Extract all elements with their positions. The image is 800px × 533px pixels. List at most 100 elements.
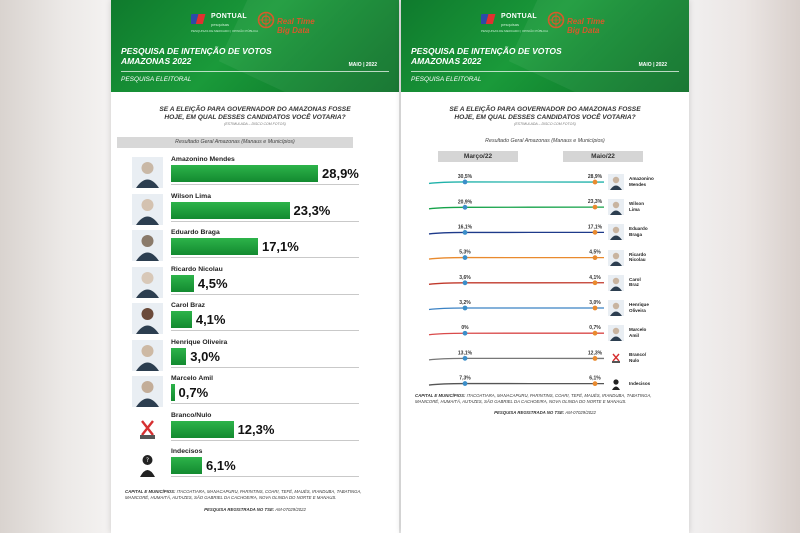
partner-logo-icon (257, 11, 275, 29)
candidate-photo (608, 224, 624, 241)
series-point (462, 381, 468, 386)
header-banner: PONTUAL pesquisas PESQUISAS DE MERCADO |… (401, 0, 689, 92)
candidate-photo (608, 300, 624, 316)
series-point (462, 305, 468, 311)
series-name-label: Carol Braz (629, 276, 641, 288)
series-point (592, 330, 598, 336)
row-divider (171, 366, 359, 368)
series-name-label: Wilson Lima (629, 201, 645, 212)
series-point (462, 255, 468, 260)
result-label: Resultado Geral Amazonas (Manaus e Munic… (485, 138, 605, 144)
candidate-photo (608, 274, 624, 291)
series-name-label: Ricardo Nicolau (629, 251, 647, 263)
brand-sub: pesquisas (501, 22, 520, 27)
point-value-label: 3,2% (459, 300, 471, 306)
bar-value-label: 28,9% (322, 166, 359, 181)
bar (171, 274, 194, 292)
header-divider (121, 71, 389, 72)
candidate-row: Marcelo Amil 0,7% (129, 374, 359, 408)
bar-chart-panel: PONTUAL pesquisas PESQUISAS DE MERCADO |… (111, 0, 399, 533)
question-note: (ESTIMULADA – DISCO COM FOTOS) (224, 122, 286, 126)
series-point (462, 179, 468, 185)
bar-value-label: 4,5% (197, 275, 228, 291)
line-chart-panel: PONTUAL pesquisas PESQUISAS DE MERCADO |… (401, 0, 689, 533)
point-value-label: 23,3% (588, 199, 603, 205)
candidate-row: Amazonino Mendes 28,9% (129, 155, 359, 189)
candidate-row: Ricardo Nicolau 4,5% (129, 265, 359, 299)
undecided-icon: ? (132, 449, 163, 480)
series-point (592, 255, 598, 261)
series-line (428, 282, 604, 285)
report-subtitle: PESQUISA ELEITORAL (411, 76, 482, 83)
report-date: MAIO | 2022 (348, 62, 377, 68)
row-divider (171, 220, 359, 222)
candidate-name: Branco/Nulo (171, 411, 212, 419)
series-point (462, 230, 468, 235)
bar-value-label: 4,1% (195, 312, 226, 327)
partner-logo-icon (547, 11, 565, 29)
partner-logo: Real Time Big Data (547, 11, 617, 35)
candidate-photo (132, 230, 163, 261)
series-point (592, 356, 598, 361)
partner-name: Real Time Big Data (277, 17, 315, 35)
survey-question: SE A ELEIÇÃO PARA GOVERNADOR DO AMAZONAS… (159, 106, 351, 121)
point-value-label: 3,6% (459, 275, 471, 281)
candidate-photo (132, 339, 163, 371)
candidate-name: Wilson Lima (171, 192, 211, 200)
series-point (462, 355, 468, 361)
result-label: Resultado Geral Amazonas (Manaus e Munic… (117, 137, 353, 148)
series-line (428, 332, 604, 336)
series-point (592, 381, 598, 387)
header-banner: PONTUAL pesquisas PESQUISAS DE MERCADO |… (111, 0, 399, 92)
line-chart: 30,5% 28,9% 20,9% 23,3% 16,1% 17,1% 5,3% 4,5% 3,… (428, 174, 604, 387)
point-value-label: 12,3% (588, 350, 603, 356)
column-head-may: Maio/22 (563, 151, 643, 162)
pontual-logo-icon (191, 14, 206, 24)
column-head-march: Março/22 (438, 151, 518, 162)
svg-text:?: ? (146, 457, 149, 464)
candidate-row: ? Indecisos 6,1% (129, 447, 359, 481)
cities-footer: CAPITAL E MUNICÍPIOS: ITACOATIARA, MANAC… (125, 489, 362, 500)
point-value-label: 0,7% (589, 325, 601, 331)
blank-vote-icon (608, 350, 624, 367)
pontual-logo: PONTUAL pesquisas PESQUISAS DE MERCADO |… (481, 12, 548, 36)
row-divider (171, 293, 359, 295)
series-line (428, 357, 604, 361)
series-point (592, 179, 598, 185)
series-name-label: Eduardo Braga (629, 226, 648, 237)
series-point (592, 204, 598, 210)
bar (171, 165, 318, 182)
cities-footer: CAPITAL E MUNICÍPIOS: ITACOATIARA, MANAC… (415, 393, 652, 404)
point-value-label: 20,9% (458, 199, 473, 205)
candidate-photo (132, 376, 163, 407)
question-note: (ESTIMULADA – DISCO COM FOTOS) (514, 122, 576, 126)
row-divider (171, 476, 359, 477)
candidate-name: Amazonino Mendes (171, 156, 235, 163)
series-point (462, 330, 468, 336)
candidate-row: Carol Braz 4,1% (129, 301, 359, 335)
registration-footer: PESQUISA REGISTRADA NO TSE: AM-07029/202… (494, 410, 596, 415)
brand-name: PONTUAL (501, 13, 537, 20)
bar-value-label: 0,7% (178, 385, 209, 400)
bar-value-label: 23,3% (293, 202, 331, 218)
pontual-logo: PONTUAL pesquisas PESQUISAS DE MERCADO |… (191, 12, 258, 36)
bar (171, 384, 175, 401)
candidate-photo (132, 157, 163, 188)
candidate-name: Eduardo Braga (171, 229, 220, 236)
partner-logo: Real Time Big Data (257, 11, 327, 35)
candidate-name: Carol Braz (171, 302, 205, 309)
candidate-photo (132, 266, 163, 298)
header-divider (411, 71, 679, 72)
brand-name: PONTUAL (211, 13, 247, 20)
series-point (592, 280, 598, 286)
series-point (462, 204, 468, 210)
row-divider (171, 439, 359, 441)
row-divider (171, 403, 359, 404)
bar-value-label: 6,1% (206, 458, 236, 473)
bar (171, 238, 258, 255)
candidate-photo (608, 325, 624, 342)
point-value-label: 13,1% (458, 350, 473, 356)
series-line (428, 307, 604, 311)
series-line (428, 256, 604, 260)
candidate-row: Branco/Nulo 12,3% (129, 411, 359, 445)
